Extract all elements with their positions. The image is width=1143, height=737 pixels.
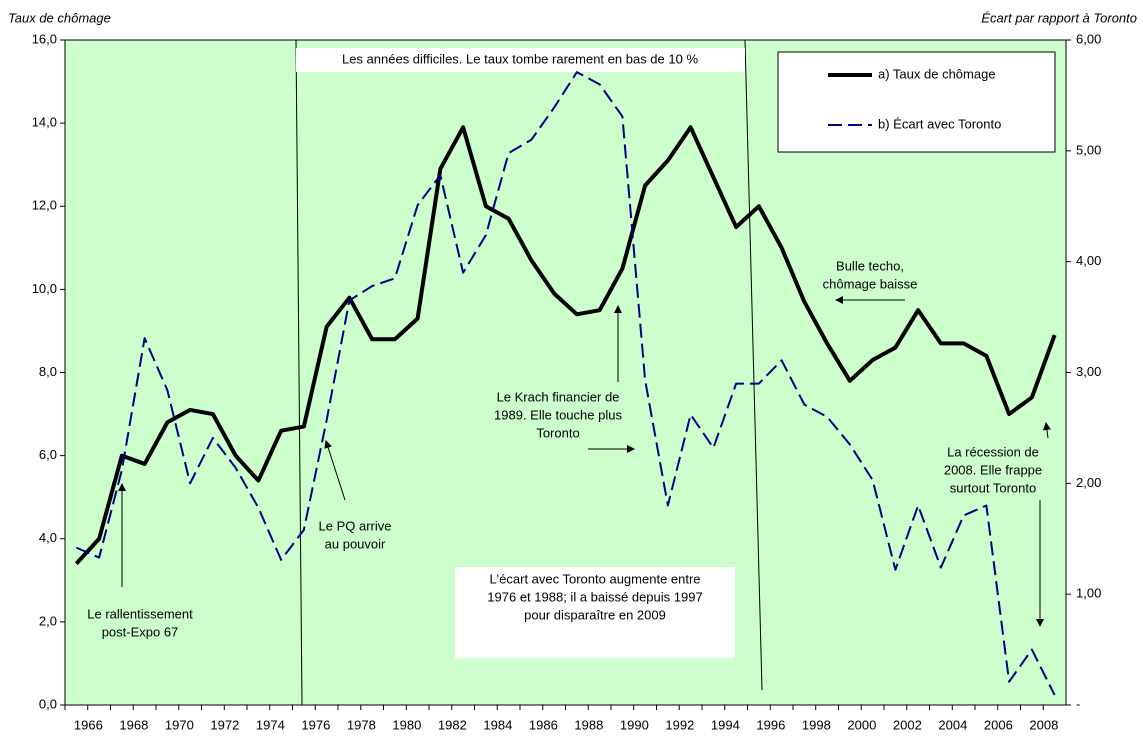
y-tick-label: 10,0	[32, 281, 57, 296]
x-tick-label: 1990	[620, 717, 649, 732]
series-line	[75, 71, 1056, 696]
x-tick-label: 1974	[256, 717, 285, 732]
annotation: pour disparaître en 2009	[524, 607, 666, 622]
y-tick-label: 8,0	[39, 364, 57, 379]
y2-tick-label: 3,00	[1076, 364, 1101, 379]
x-tick-label: 1982	[438, 717, 467, 732]
x-tick-label: 1998	[802, 717, 831, 732]
y2-tick-label: 6,00	[1076, 31, 1101, 46]
x-tick-label: 1994	[711, 717, 740, 732]
divider	[295, 39, 303, 706]
annotation: Le PQ arrive	[319, 518, 392, 533]
x-tick-label: 1968	[119, 717, 148, 732]
annotation: chômage baisse	[823, 276, 918, 291]
arrow	[1042, 422, 1051, 439]
legend-label: a) Taux de chômage	[878, 66, 996, 81]
y2-tick-label: 5,00	[1076, 142, 1101, 157]
x-tick-label: 1992	[665, 717, 694, 732]
x-tick-label: 1978	[347, 717, 376, 732]
x-tick-label: 1966	[74, 717, 103, 732]
banner: Les années difficiles. Le taux tombe rar…	[342, 51, 698, 66]
annotation: La récession de	[947, 444, 1039, 459]
x-tick-label: 1996	[756, 717, 785, 732]
y-tick-label: 2,0	[39, 613, 57, 628]
annotation: post-Expo 67	[102, 624, 179, 639]
y-tick-label: 4,0	[39, 530, 57, 545]
annotation: 2008. Elle frappe	[944, 462, 1042, 477]
x-tick-label: 1988	[574, 717, 603, 732]
x-tick-label: 2008	[1029, 717, 1058, 732]
legend	[777, 51, 1056, 153]
y-tick-label: 12,0	[32, 198, 57, 213]
x-tick-label: 1986	[529, 717, 558, 732]
x-tick-label: 2000	[847, 717, 876, 732]
arrow	[324, 440, 346, 501]
y-tick-label: 6,0	[39, 447, 57, 462]
y2-tick-label: 2,00	[1076, 475, 1101, 490]
series-line	[74, 125, 1057, 566]
legend-label: b) Écart avec Toronto	[878, 116, 1001, 131]
y2-tick-label: -	[1076, 696, 1080, 711]
annotation: Toronto	[536, 425, 579, 440]
annotation: au pouvoir	[325, 536, 386, 551]
x-tick-label: 2006	[984, 717, 1013, 732]
x-tick-label: 1980	[392, 717, 421, 732]
y-tick-label: 14,0	[32, 115, 57, 130]
y-tick-label: 0,0	[39, 696, 57, 711]
y-axis-title: Taux de chômage	[8, 10, 111, 25]
y2-axis-title: Écart par rapport à Toronto	[981, 10, 1137, 25]
y2-tick-label: 1,00	[1076, 586, 1101, 601]
annotation: L'écart avec Toronto augmente entre	[489, 571, 700, 586]
x-tick-label: 2004	[938, 717, 967, 732]
x-tick-label: 1984	[483, 717, 512, 732]
annotation: Bulle techo,	[836, 258, 904, 273]
y-tick-label: 16,0	[32, 31, 57, 46]
annotation: surtout Toronto	[950, 480, 1036, 495]
x-tick-label: 2002	[893, 717, 922, 732]
x-tick-label: 1972	[210, 717, 239, 732]
divider	[744, 39, 763, 691]
annotation: 1989. Elle touche plus	[494, 407, 622, 422]
annotation: Le rallentissement	[87, 606, 193, 621]
banner-box	[296, 48, 745, 72]
y2-tick-label: 4,00	[1076, 253, 1101, 268]
note-box	[455, 567, 735, 658]
annotation: Le Krach financier de	[497, 389, 620, 404]
x-tick-label: 1970	[165, 717, 194, 732]
annotation: 1976 et 1988; il a baissé depuis 1997	[487, 589, 702, 604]
x-tick-label: 1976	[301, 717, 330, 732]
